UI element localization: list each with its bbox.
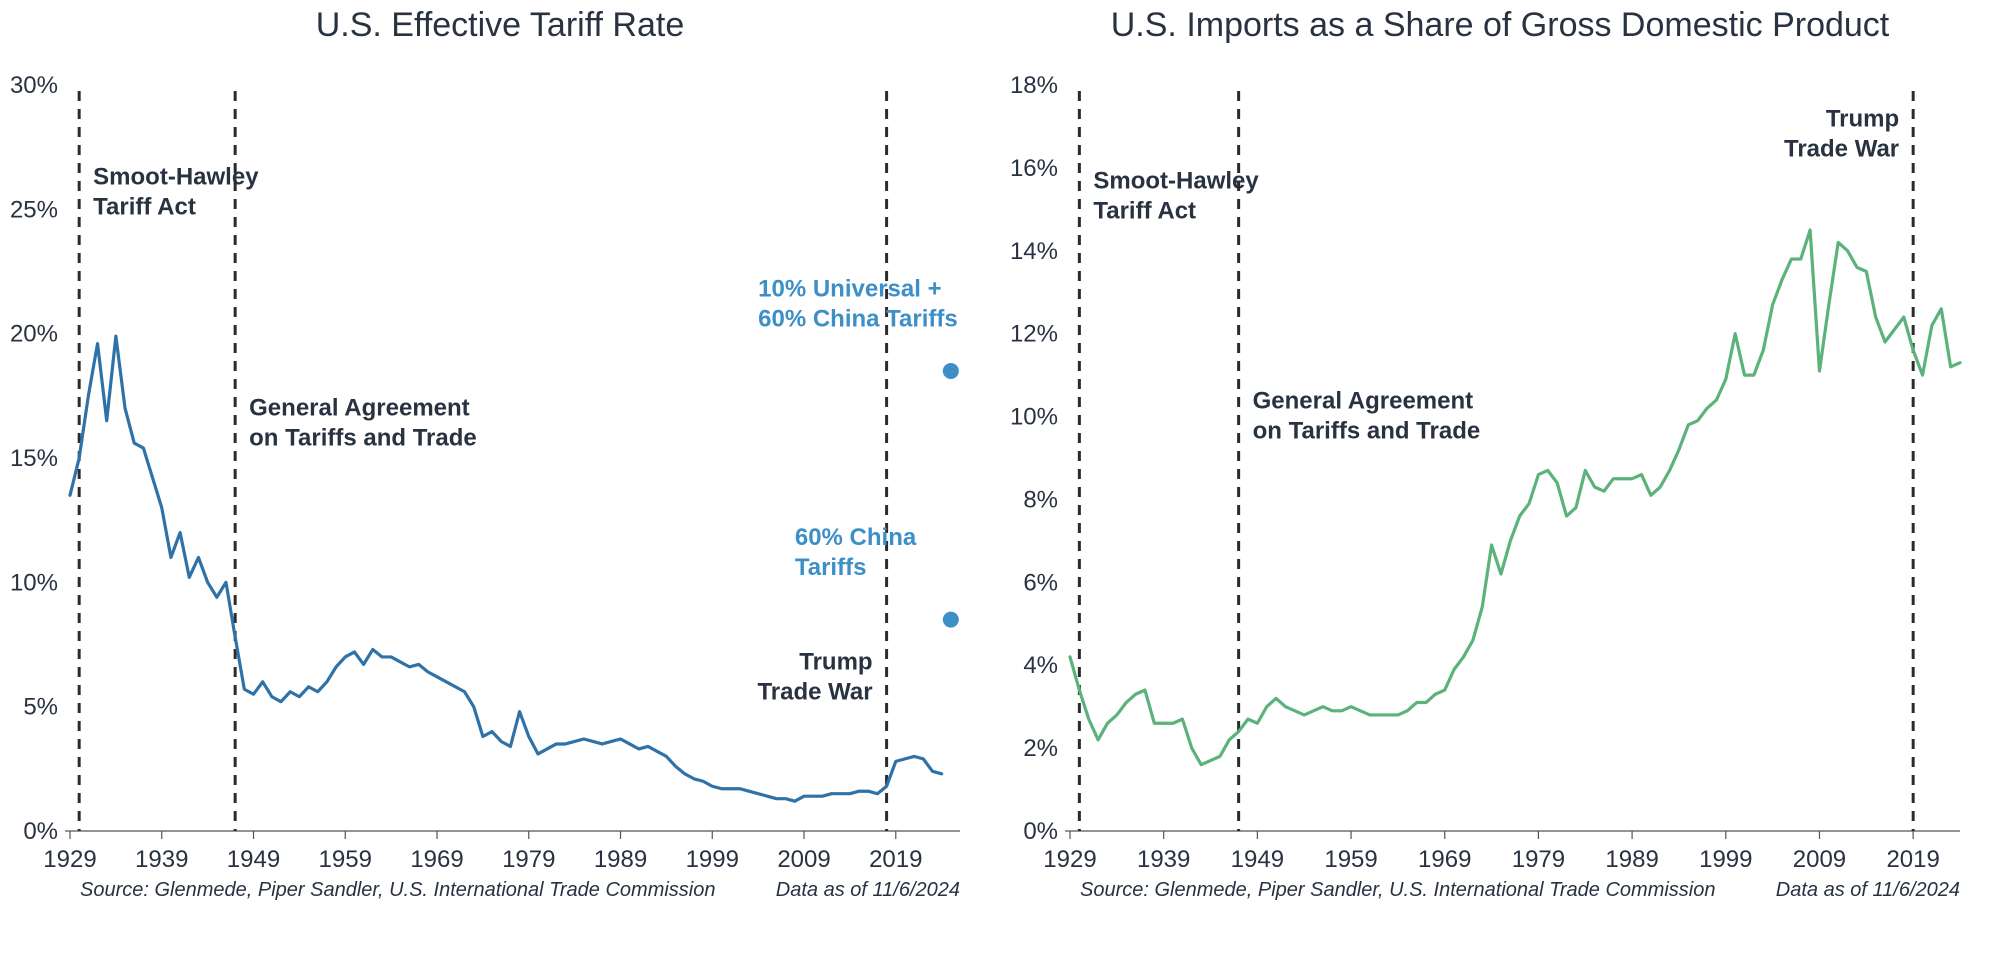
y-tick-label: 25% [10, 196, 58, 223]
y-tick-label: 15% [10, 445, 58, 472]
x-tick-label: 1939 [1137, 846, 1190, 873]
x-tick-label: 1999 [686, 846, 739, 873]
y-tick-label: 10% [10, 569, 58, 596]
y-tick-label: 10% [1010, 404, 1058, 431]
scenario-label: 10% Universal + [758, 275, 941, 302]
right-plot: 0% 2% 4% 6% 8% 10% 12% 14% 16% 18% 1929 1939 1949 195… [1000, 0, 2000, 976]
left-plot: 0% 5% 10% 15% 20% 25% 30% 1929 1939 1949 1959 1969 1… [0, 0, 1000, 976]
x-tick-label: 1949 [227, 846, 280, 873]
right-source: Source: Glenmede, Piper Sandler, U.S. In… [1080, 879, 1716, 902]
event-label: Tariff Act [1093, 198, 1196, 225]
x-tick-label: 1969 [1418, 846, 1471, 873]
x-tick-label: 1929 [43, 846, 96, 873]
x-tick-label: 1989 [594, 846, 647, 873]
event-label: Trade War [757, 678, 872, 705]
y-tick-label: 14% [1010, 238, 1058, 265]
x-tick-label: 1979 [1512, 846, 1565, 873]
y-tick-label: 2% [1023, 735, 1058, 762]
x-tick-label: 2009 [1793, 846, 1846, 873]
scenario-label: Tariffs [795, 554, 867, 581]
event-label: Tariff Act [93, 193, 196, 220]
x-tick-label: 1979 [502, 846, 555, 873]
x-tick-label: 1969 [410, 846, 463, 873]
x-tick-label: 1939 [135, 846, 188, 873]
x-tick-label: 1929 [1043, 846, 1096, 873]
right-chart-svg: 0% 2% 4% 6% 8% 10% 12% 14% 16% 18% 1929 1939 1949 195… [1000, 0, 2000, 976]
x-tick-label: 1959 [319, 846, 372, 873]
scenario-point [943, 612, 959, 628]
y-tick-label: 16% [1010, 155, 1058, 182]
event-label: General Agreement [249, 395, 470, 422]
right-panel: U.S. Imports as a Share of Gross Domesti… [1000, 0, 2000, 976]
x-tick-label: 1959 [1324, 846, 1377, 873]
event-label: on Tariffs and Trade [1253, 417, 1481, 444]
event-label: General Agreement [1253, 387, 1474, 414]
y-tick-label: 5% [23, 694, 58, 721]
y-tick-label: 18% [1010, 72, 1058, 99]
imports-share-line [1070, 230, 1960, 765]
y-tick-label: 30% [10, 72, 58, 99]
y-tick-label: 6% [1023, 569, 1058, 596]
event-label: Trump [1826, 105, 1899, 132]
y-tick-label: 0% [1023, 818, 1058, 845]
x-tick-label: 2019 [1886, 846, 1939, 873]
left-chart-svg: 0% 5% 10% 15% 20% 25% 30% 1929 1939 1949 1959 1969 1… [0, 0, 1000, 976]
page: U.S. Effective Tariff Rate 0%5%10%15%20%… [0, 0, 2000, 976]
y-tick-label: 20% [10, 321, 58, 348]
y-tick-label: 12% [1010, 321, 1058, 348]
scenario-label: 60% China Tariffs [758, 305, 958, 332]
left-source: Source: Glenmede, Piper Sandler, U.S. In… [80, 879, 716, 902]
left-data-date: Data as of 11/6/2024 [776, 879, 960, 902]
event-label: Trade War [1784, 135, 1899, 162]
x-tick-label: 1949 [1231, 846, 1284, 873]
right-data-date: Data as of 11/6/2024 [1776, 879, 1960, 902]
y-tick-label: 8% [1023, 486, 1058, 513]
x-tick-label: 2009 [777, 846, 830, 873]
event-label: Trump [799, 648, 872, 675]
left-panel: U.S. Effective Tariff Rate 0%5%10%15%20%… [0, 0, 1000, 976]
scenario-point [943, 363, 959, 379]
y-tick-label: 0% [23, 818, 58, 845]
x-tick-label: 2019 [869, 846, 922, 873]
event-label: on Tariffs and Trade [249, 425, 477, 452]
x-tick-label: 1989 [1605, 846, 1658, 873]
y-tick-label: 4% [1023, 652, 1058, 679]
x-tick-label: 1999 [1699, 846, 1752, 873]
event-label: Smoot-Hawley [1093, 168, 1259, 195]
scenario-label: 60% China [795, 524, 917, 551]
